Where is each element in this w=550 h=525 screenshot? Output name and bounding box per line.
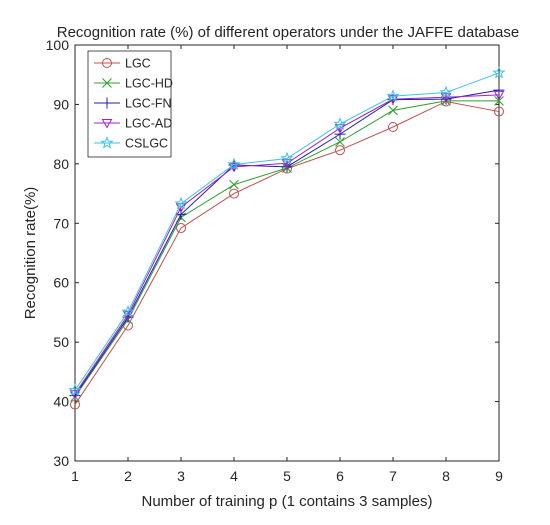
data-point-lgc-ad [281, 159, 293, 169]
data-point-lgc [335, 145, 345, 156]
legend-marker [102, 78, 112, 88]
legend-item: LGC-HD [94, 77, 173, 91]
data-point-lgc [176, 223, 186, 234]
legend-item: LGC-AD [94, 117, 172, 131]
data-point-lgc-ad [334, 124, 346, 134]
data-point-cslgc [439, 85, 453, 99]
data-point-lgc-hd [494, 96, 504, 106]
x-tick-label: 1 [71, 468, 79, 484]
data-point-lgc-ad [493, 90, 505, 101]
data-point-cslgc [68, 383, 82, 396]
legend-marker [101, 119, 113, 129]
x-tick-label: 8 [442, 468, 450, 484]
legend-label: LGC [125, 57, 151, 71]
data-point-cslgc [333, 117, 347, 130]
data-point-lgc-hd [335, 137, 345, 147]
y-tick-label: 100 [46, 37, 70, 53]
data-point-lgc-hd [388, 105, 398, 116]
x-tick-label: 4 [230, 468, 238, 484]
data-point-cslgc [174, 196, 188, 210]
y-tick-label: 60 [53, 275, 69, 291]
series-line-cslgc [74, 72, 500, 391]
y-tick-label: 30 [53, 453, 69, 469]
y-tick-label: 70 [53, 215, 69, 231]
legend-label: CSLGC [125, 137, 168, 151]
y-tick-label: 40 [53, 394, 69, 410]
data-point-lgc-fn [493, 84, 505, 96]
legend-label: LGC-FN [125, 97, 172, 111]
y-axis-label: Recognition rate(%) [22, 187, 39, 320]
x-tick-label: 9 [495, 468, 503, 484]
data-point-lgc-ad [228, 162, 240, 173]
legend-marker [102, 58, 112, 68]
data-point-lgc [229, 188, 239, 199]
y-tick-label: 80 [53, 156, 69, 172]
legend-marker [100, 136, 114, 149]
legend-label: LGC-AD [125, 117, 172, 131]
data-point-cslgc [227, 157, 241, 171]
legend-item: LGC-FN [94, 97, 172, 111]
x-tick-label: 3 [177, 468, 185, 484]
legend-box [87, 50, 172, 158]
legend-item: CSLGC [94, 136, 168, 151]
legend-item: LGC [94, 57, 151, 71]
y-tick-label: 50 [53, 334, 69, 350]
data-point-lgc [388, 122, 398, 133]
x-tick-label: 7 [389, 468, 397, 484]
series-line-lgc-ad [74, 94, 500, 395]
y-axis: 30 40 50 60 70 80 90 100 [46, 37, 499, 469]
data-point-cslgc [492, 66, 506, 79]
legend-label: LGC-HD [125, 77, 173, 91]
legend-marker [101, 97, 113, 109]
x-tick-label: 5 [283, 468, 291, 484]
data-point-cslgc [386, 89, 400, 102]
chart-title: Recognition rate (%) of different operat… [57, 24, 519, 41]
data-point-lgc-fn [334, 128, 346, 140]
x-tick-label: 2 [124, 468, 132, 484]
x-axis: 1 2 3 4 5 6 7 8 9 [71, 45, 503, 484]
series-layer [68, 66, 506, 410]
data-point-cslgc [280, 151, 294, 165]
data-point-lgc [494, 106, 504, 117]
data-point-lgc-ad [440, 93, 452, 103]
series-cslgc [68, 66, 506, 396]
legend: LGC LGC-HD LGC-FN LGC-AD CSLGC [87, 50, 173, 158]
data-point-lgc-hd [229, 179, 239, 190]
y-tick-label: 90 [53, 96, 69, 112]
data-point-cslgc [121, 304, 135, 318]
x-axis-label: Number of training p (1 contains 3 sampl… [142, 493, 433, 510]
x-tick-label: 6 [336, 468, 344, 484]
